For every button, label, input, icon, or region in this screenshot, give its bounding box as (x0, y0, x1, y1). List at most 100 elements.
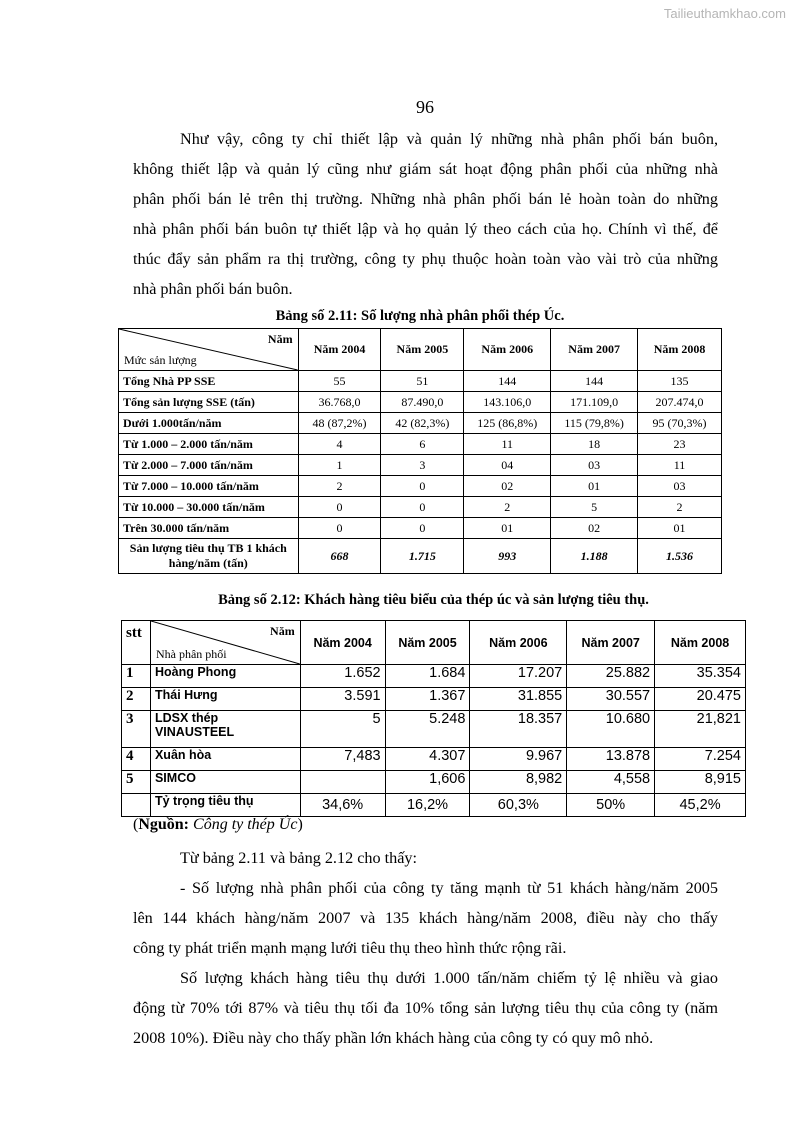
cell: 135 (637, 370, 722, 392)
cell: 171.109,0 (550, 391, 639, 413)
cell: 125 (86,8%) (463, 412, 552, 434)
cell: 0 (380, 496, 465, 518)
cell: 1.715 (380, 538, 465, 574)
column-header: Năm 2008 (654, 620, 746, 665)
cell: 115 (79,8%) (550, 412, 639, 434)
cell: 11 (463, 433, 552, 455)
cell: 4.307 (384, 747, 471, 771)
text-line: Số lượng khách hàng tiêu thụ dưới 1.000 … (180, 969, 718, 987)
column-header: Năm 2005 (384, 620, 471, 665)
cell: 01 (637, 517, 722, 539)
table-row: Từ 2.000 – 7.000 tấn/năm 1 3 04 03 11 (118, 454, 722, 476)
table-row: 4 Xuân hòa 7,483 4.307 9.967 13.878 7.254 (121, 747, 746, 771)
cell: 4 (297, 433, 382, 455)
cell: 8,982 (469, 770, 568, 794)
table-row: 1 Hoàng Phong 1.652 1.684 17.207 25.882 35.354 (121, 664, 746, 688)
text-line: - Số lượng nhà phân phối của công ty tăn… (180, 879, 718, 897)
cell: 3 (380, 454, 465, 476)
stt-cell: 5 (121, 770, 151, 794)
table-row-average: Sản lượng tiêu thụ TB 1 khách hàng/năm (… (118, 538, 722, 574)
cell: 668 (297, 538, 382, 574)
table-header-row: stt Năm Nhà phân phối Năm 2004 Năm 2005 N… (121, 620, 746, 665)
cell: 143.106,0 (463, 391, 552, 413)
cell: 20.475 (654, 687, 746, 711)
column-header: Năm 2005 (380, 328, 465, 371)
cell: 4,558 (566, 770, 656, 794)
cell: 1.188 (550, 538, 639, 574)
cell: 16,2% (384, 793, 471, 817)
stt-header: stt (121, 620, 151, 665)
distributor-name: LDSX thép VINAUSTEEL (149, 710, 301, 748)
row-label: Từ 1.000 – 2.000 tấn/năm (118, 433, 299, 455)
watermark: Tailieuthamkhao.com (663, 6, 786, 21)
cell: 17.207 (469, 664, 568, 688)
cell: 207.474,0 (637, 391, 722, 413)
cell: 9.967 (469, 747, 568, 771)
cell: 2 (637, 496, 722, 518)
cell: 2 (297, 475, 382, 497)
text-line: lên 144 khách hàng/năm 2007 và 135 khách… (133, 909, 718, 927)
cell: 18.357 (469, 710, 568, 748)
table-row: Dưới 1.000tấn/năm 48 (87,2%) 42 (82,3%) 125… (118, 412, 722, 434)
cell: 7,483 (299, 747, 386, 771)
column-header: Năm 2006 (469, 620, 568, 665)
source-note: (Nguồn: Công ty thép Úc) (133, 816, 303, 833)
cell: 1,606 (384, 770, 471, 794)
cell: 95 (70,3%) (637, 412, 722, 434)
row-label: Từ 7.000 – 10.000 tấn/năm (118, 475, 299, 497)
distributor-name: Hoàng Phong (149, 664, 301, 688)
cell: 34,6% (299, 793, 386, 817)
text-line: Từ bảng 2.11 và bảng 2.12 cho thấy: (180, 849, 417, 867)
cell: 6 (380, 433, 465, 455)
cell: 10.680 (566, 710, 656, 748)
cell: 13.878 (566, 747, 656, 771)
cell: 5 (299, 710, 386, 748)
text-line: động từ 70% tới 87% và tiêu thụ tối đa 1… (133, 999, 718, 1017)
paragraph-summary: Từ bảng 2.11 và bảng 2.12 cho thấy: - Số… (133, 843, 718, 1053)
distributor-count-table: Năm Mức sản lượng Năm 2004 Năm 2005 Năm 2… (118, 328, 722, 574)
row-label: Từ 2.000 – 7.000 tấn/năm (118, 454, 299, 476)
cell: 51 (380, 370, 465, 392)
stt-cell: 2 (121, 687, 151, 711)
cell: 48 (87,2%) (297, 412, 382, 434)
cell: 144 (550, 370, 639, 392)
cell: 03 (637, 475, 722, 497)
table-row: 3 LDSX thép VINAUSTEEL 5 5.248 18.357 10.680 2… (121, 710, 746, 748)
cell: 1.652 (299, 664, 386, 688)
cell: 60,3% (469, 793, 568, 817)
cell: 31.855 (469, 687, 568, 711)
cell: 0 (380, 475, 465, 497)
column-header: Năm 2006 (463, 328, 552, 371)
table-row: Từ 10.000 – 30.000 tấn/năm 0 0 2 5 2 (118, 496, 722, 518)
cell: 03 (550, 454, 639, 476)
corner-bottom-label: Mức sản lượng (124, 353, 197, 367)
cell: 11 (637, 454, 722, 476)
corner-bottom-label: Nhà phân phối (155, 647, 227, 661)
text-line: 2008 10%). Điều này cho thấy phần lớn kh… (133, 1029, 654, 1047)
cell: 01 (463, 517, 552, 539)
row-label: Dưới 1.000tấn/năm (118, 412, 299, 434)
cell: 8,915 (654, 770, 746, 794)
cell: 23 (637, 433, 722, 455)
corner-top-label: Năm (270, 624, 295, 638)
cell: 1.367 (384, 687, 471, 711)
column-header: Năm 2004 (299, 620, 386, 665)
column-header: Năm 2007 (566, 620, 656, 665)
distributor-name: Xuân hòa (149, 747, 301, 771)
cell: 2 (463, 496, 552, 518)
source-label: Nguồn: (138, 816, 190, 833)
cell: 21,821 (654, 710, 746, 748)
text-line: nhà phân phối bán buôn. (133, 280, 293, 298)
row-label: Từ 10.000 – 30.000 tấn/năm (118, 496, 299, 518)
cell: 5.248 (384, 710, 471, 748)
table2-caption: Bảng số 2.12: Khách hàng tiêu biểu của t… (218, 592, 649, 608)
row-label: Sản lượng tiêu thụ TB 1 khách hàng/năm (… (118, 538, 299, 574)
text-line: phân phối bán lẻ trên thị trường. Những … (133, 190, 718, 208)
row-label: Tổng sản lượng SSE (tấn) (118, 391, 299, 413)
cell: 45,2% (654, 793, 746, 817)
cell (299, 770, 386, 794)
column-header: Năm 2008 (637, 328, 722, 371)
cell: 50% (566, 793, 656, 817)
column-header: Năm 2007 (550, 328, 639, 371)
